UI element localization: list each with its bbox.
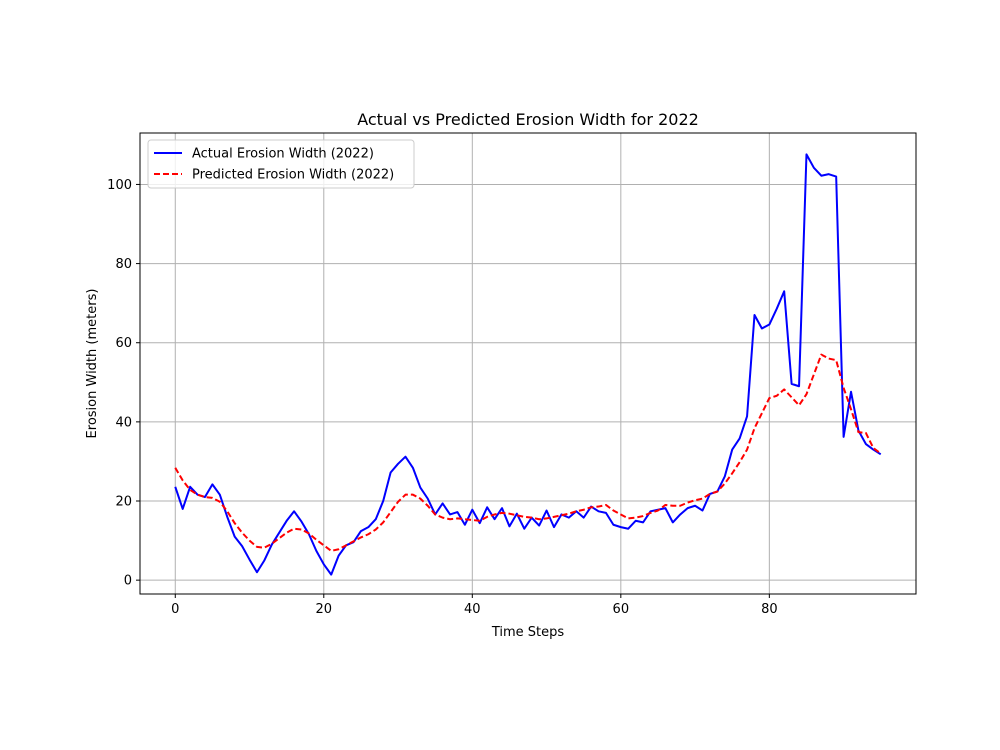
x-tick-label: 80 [761,602,778,617]
series-line-predicted [174,353,882,552]
y-tick-label: 100 [107,178,132,193]
legend-box [147,139,415,189]
y-tick-label: 80 [115,257,132,272]
ticks: 0 20 40 60 80 0 20 40 60 80 100 [107,178,777,617]
y-tick-label: 0 [124,574,132,589]
x-tick-label: 20 [316,602,333,617]
x-tick-label: 40 [464,602,481,617]
y-tick-label: 60 [115,336,132,351]
legend-entry: Predicted Erosion Width (2022) [192,168,394,183]
chart-title: Actual vs Predicted Erosion Width for 20… [357,110,699,129]
y-tick-label: 20 [115,495,132,510]
legend: Actual Erosion Width (2022) Predicted Ero… [147,139,415,189]
series-line-actual [174,153,882,576]
x-tick-label: 60 [613,602,630,617]
x-axis-label: Time Steps [491,625,565,640]
y-axis-label: Erosion Width (meters) [85,289,100,439]
x-tick-label: 0 [171,602,179,617]
y-tick-label: 40 [115,415,132,430]
plot-frame [139,132,917,595]
legend-entry: Actual Erosion Width (2022) [192,147,374,162]
series-layer [174,153,882,576]
grid [140,133,916,594]
